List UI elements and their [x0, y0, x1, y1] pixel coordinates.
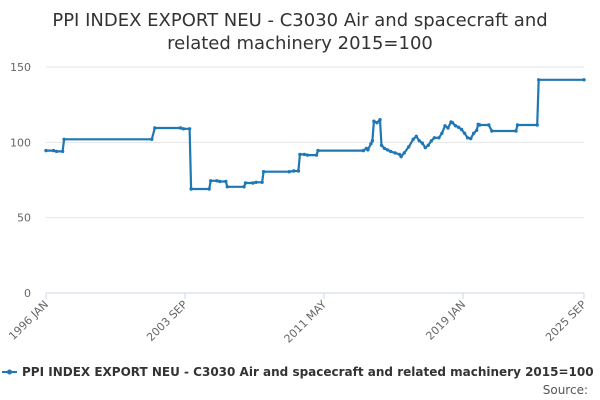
data-point[interactable]	[414, 134, 418, 138]
data-point[interactable]	[298, 152, 302, 157]
data-point[interactable]	[453, 124, 458, 128]
chart-title-line-2: related machinery 2015=100	[167, 33, 433, 54]
data-point[interactable]	[456, 125, 461, 129]
data-point[interactable]	[243, 181, 248, 185]
data-point[interactable]	[287, 170, 291, 174]
data-point[interactable]	[490, 129, 494, 133]
data-point[interactable]	[292, 169, 296, 173]
x-axis-ticks: 1996 JAN 2003 SEP 2011 MAY 2019 JAN 2025 SEP	[6, 293, 589, 346]
legend[interactable]: PPI INDEX EXPORT NEU - C3030 Air and spa…	[2, 365, 594, 379]
data-point[interactable]	[187, 127, 192, 131]
data-point[interactable]	[385, 148, 390, 152]
data-point[interactable]	[432, 136, 437, 140]
data-point[interactable]	[465, 136, 470, 140]
data-point[interactable]	[472, 131, 476, 135]
data-point[interactable]	[372, 119, 376, 123]
data-point[interactable]	[478, 123, 482, 127]
data-point[interactable]	[316, 148, 320, 153]
data-point[interactable]	[535, 123, 539, 127]
data-point[interactable]	[302, 152, 307, 157]
series-line[interactable]	[44, 78, 586, 191]
data-point[interactable]	[54, 149, 59, 154]
data-point[interactable]	[462, 131, 467, 135]
data-point[interactable]	[314, 153, 319, 157]
data-point[interactable]	[218, 179, 222, 184]
data-point[interactable]	[375, 121, 379, 125]
data-point[interactable]	[388, 149, 393, 154]
data-point[interactable]	[469, 136, 473, 141]
data-point[interactable]	[370, 139, 375, 143]
data-point[interactable]	[443, 124, 447, 128]
y-tick-label: 0	[24, 287, 31, 300]
data-point[interactable]	[51, 148, 56, 153]
y-tick-label: 150	[10, 61, 31, 74]
data-point[interactable]	[515, 123, 520, 127]
data-point[interactable]	[178, 126, 183, 130]
data-point[interactable]	[361, 148, 366, 153]
data-point[interactable]	[393, 151, 397, 155]
data-point[interactable]	[366, 148, 370, 152]
x-tick-label: 2011 MAY	[282, 298, 330, 346]
data-point[interactable]	[209, 179, 213, 183]
data-point[interactable]	[423, 145, 427, 150]
data-point[interactable]	[150, 137, 154, 141]
data-point[interactable]	[411, 137, 415, 141]
y-tick-label: 50	[17, 212, 31, 225]
data-point[interactable]	[378, 118, 382, 122]
x-tick-label: 2025 SEP	[543, 298, 589, 344]
y-tick-label: 100	[10, 136, 31, 149]
y-axis-tick-labels: 0 50 100 150	[10, 61, 31, 300]
legend-item-label[interactable]: PPI INDEX EXPORT NEU - C3030 Air and spa…	[22, 365, 594, 379]
data-point[interactable]	[189, 187, 193, 191]
data-point[interactable]	[296, 169, 301, 173]
data-point[interactable]	[537, 78, 541, 82]
x-tick-label: 1996 JAN	[6, 298, 51, 343]
data-point[interactable]	[251, 181, 255, 185]
data-point[interactable]	[420, 141, 424, 145]
data-point[interactable]	[475, 128, 479, 132]
data-point[interactable]	[181, 127, 186, 131]
data-point[interactable]	[254, 180, 258, 184]
data-point[interactable]	[261, 170, 266, 174]
data-point[interactable]	[582, 78, 586, 82]
data-point[interactable]	[446, 126, 450, 130]
data-point[interactable]	[459, 127, 464, 132]
data-point[interactable]	[153, 126, 157, 130]
data-point[interactable]	[487, 123, 491, 127]
data-point[interactable]	[437, 136, 441, 140]
source-label: Source:	[543, 383, 588, 397]
data-point[interactable]	[242, 185, 246, 189]
data-point[interactable]	[429, 139, 434, 143]
data-point[interactable]	[382, 146, 387, 151]
data-point[interactable]	[62, 137, 66, 141]
data-point[interactable]	[60, 149, 65, 154]
data-point[interactable]	[215, 179, 219, 183]
data-point[interactable]	[417, 139, 421, 143]
series-layer	[44, 78, 586, 191]
grid-lines	[46, 66, 584, 219]
chart-title-line-1: PPI INDEX EXPORT NEU - C3030 Air and spa…	[52, 10, 547, 31]
data-point[interactable]	[379, 143, 384, 147]
data-point[interactable]	[207, 187, 211, 191]
chart-title: PPI INDEX EXPORT NEU - C3030 Air and spa…	[52, 10, 547, 54]
data-point[interactable]	[369, 142, 373, 146]
x-tick-label: 2019 JAN	[423, 298, 468, 343]
data-point[interactable]	[514, 129, 518, 133]
data-point[interactable]	[402, 151, 406, 155]
data-point[interactable]	[407, 145, 411, 149]
data-point[interactable]	[399, 154, 403, 159]
data-point[interactable]	[426, 143, 430, 147]
legend-marker-symbol	[7, 369, 12, 375]
data-point[interactable]	[224, 179, 228, 184]
data-point[interactable]	[260, 180, 264, 184]
data-point[interactable]	[305, 153, 310, 157]
data-point[interactable]	[450, 121, 455, 125]
data-point[interactable]	[225, 185, 229, 189]
data-point[interactable]	[44, 148, 48, 153]
data-point[interactable]	[440, 131, 444, 135]
x-tick-label: 2003 SEP	[144, 298, 190, 344]
